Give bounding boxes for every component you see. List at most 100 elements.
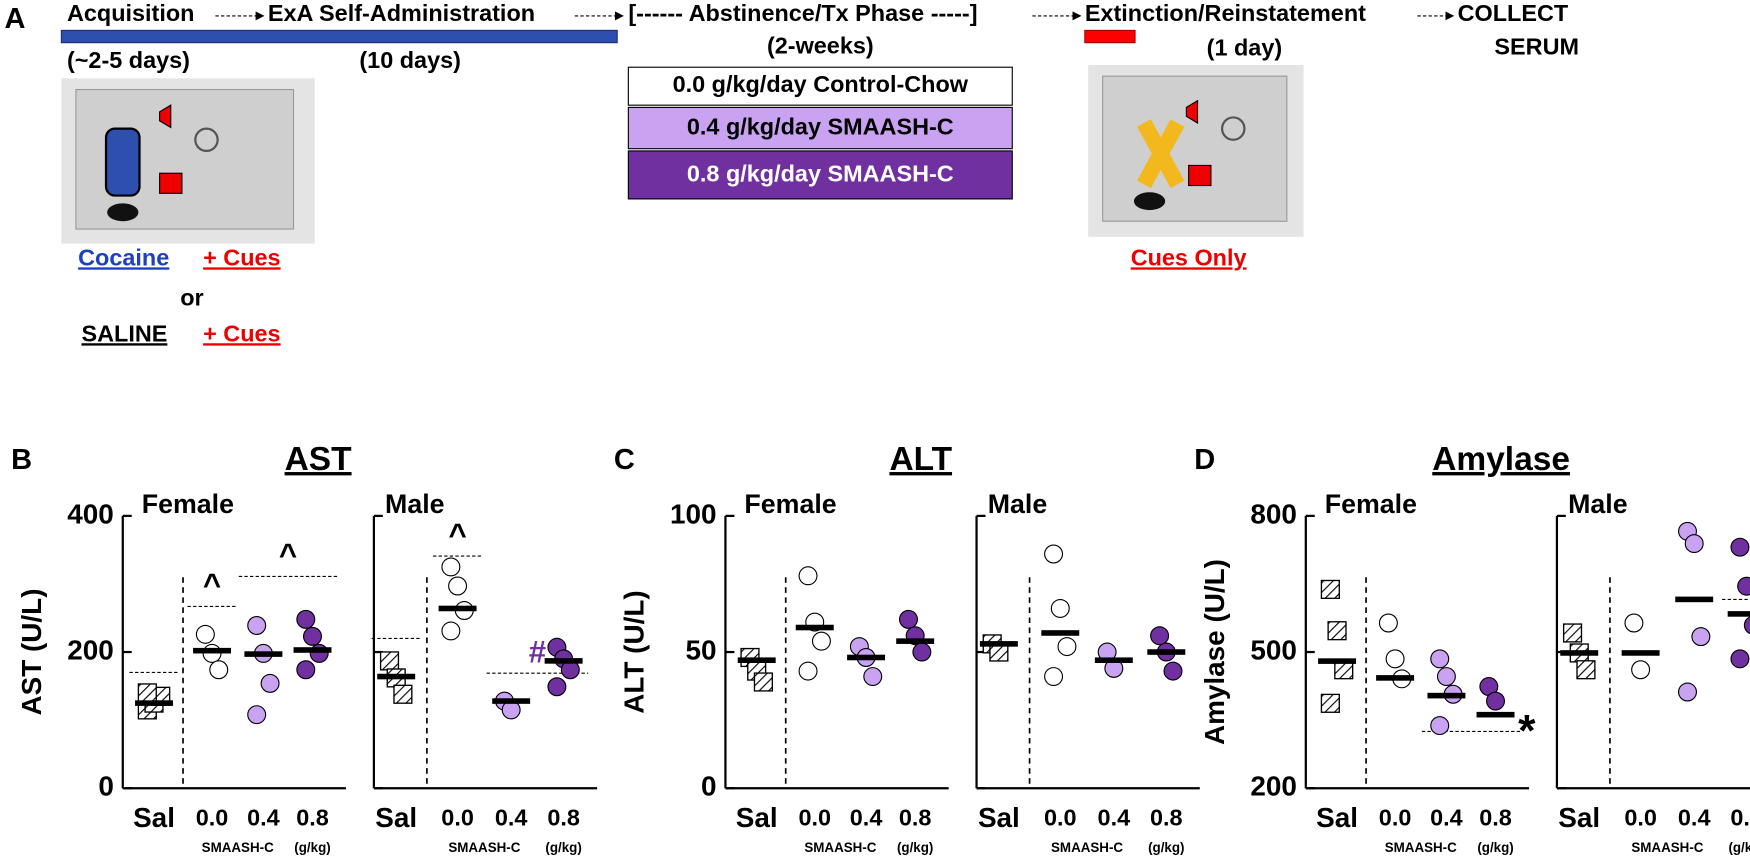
mean-bar [193, 647, 232, 654]
timeline-step: [------ Abstinence/Tx Phase -----] [628, 0, 977, 26]
x-tick-label: 0.8 [296, 805, 329, 831]
annotation: # [529, 634, 546, 669]
data-point [1562, 623, 1583, 643]
mean-bar [979, 641, 1018, 647]
diet-dose: 0.4 g/kg/day [687, 114, 821, 140]
x-tick-label: 0.8 [547, 805, 580, 831]
data-point [1163, 661, 1183, 681]
mean-bar [1727, 611, 1750, 617]
timeline-step: Acquisition [67, 0, 195, 26]
data-point [441, 557, 461, 577]
data-point [1743, 616, 1750, 635]
diet-name: SMAASH-C [828, 161, 954, 187]
y-axis-label: ALT (U/L) [619, 590, 650, 713]
data-point [448, 576, 468, 596]
diet-name: SMAASH-C [828, 114, 954, 140]
x-unit: (g/kg) [1477, 840, 1513, 855]
x-tick-label: 0.4 [850, 805, 883, 831]
mean-bar [135, 700, 173, 706]
data-point [1050, 598, 1070, 618]
data-point [898, 609, 918, 629]
data-point [260, 673, 280, 693]
x-tick-label: Sal [1316, 802, 1358, 833]
data-point [296, 660, 316, 680]
x-sublabel: SMAASH-C [1385, 840, 1457, 855]
data-point [1691, 627, 1711, 647]
diet-box [627, 150, 1013, 200]
group-name: Male [385, 489, 445, 519]
data-point [1378, 613, 1398, 633]
chart-title: Amylase [1432, 441, 1570, 478]
x-tick-label: 0.0 [1379, 805, 1412, 831]
chamber-illustration [61, 78, 315, 244]
data-point [441, 621, 461, 641]
x-tick-label: Sal [375, 802, 417, 833]
data-point [1320, 693, 1340, 713]
data-point [1678, 682, 1697, 702]
data-point [309, 643, 329, 663]
x-sublabel: SMAASH-C [1631, 840, 1703, 855]
y-tick-label: 50 [685, 634, 716, 665]
diet-box [627, 106, 1013, 150]
data-point [209, 660, 229, 680]
x-tick-label: 0.4 [1098, 805, 1131, 831]
y-tick-label: 0 [98, 771, 114, 802]
y-axis-label: AST (U/L) [16, 589, 47, 716]
data-point [303, 626, 322, 646]
x-tick-label: 0.4 [1430, 805, 1463, 831]
data-point [379, 651, 400, 671]
y-axis-label: Amylase (U/L) [1199, 559, 1230, 745]
diet-dose: 0.8 g/kg/day [687, 161, 821, 187]
diet-name: Control-Chow [813, 71, 969, 97]
diet-box [627, 66, 1013, 106]
data-point [195, 624, 215, 644]
data-point [798, 661, 818, 681]
mean-bar [795, 624, 834, 631]
data-point [1385, 649, 1405, 669]
timeline-step: Extinction/Reinstatement [1085, 0, 1366, 26]
chart-title: ALT [889, 441, 952, 478]
mean-bar [1560, 650, 1599, 656]
timeline-step: COLLECT [1458, 0, 1569, 26]
y-tick-label: 100 [670, 498, 717, 529]
x-sublabel: SMAASH-C [202, 840, 274, 855]
data-point [1327, 621, 1347, 641]
group-name: Female [142, 489, 234, 519]
mean-bar [438, 605, 477, 612]
x-tick-label: 0.0 [441, 805, 474, 831]
annotation: ^ [279, 538, 297, 573]
x-tick-label: Sal [736, 802, 778, 833]
phase-bar [1084, 29, 1136, 44]
data-point [1576, 660, 1596, 680]
x-unit: (g/kg) [545, 840, 581, 855]
group-name: Male [988, 489, 1048, 519]
y-tick-label: 500 [1250, 634, 1297, 665]
x-tick-label: Sal [133, 802, 175, 833]
x-tick-label: 0.0 [798, 805, 831, 831]
data-point [393, 684, 413, 704]
diet-label: 0.0 g/kg/day Control-Chow [673, 71, 969, 97]
y-tick-label: 200 [67, 634, 114, 665]
condition: + Cues [203, 244, 280, 270]
timeline-step: SERUM [1494, 33, 1579, 59]
panel-label: B [11, 444, 32, 476]
data-point [1044, 544, 1064, 564]
mean-bar [737, 657, 776, 663]
duration: (2-weeks) [767, 32, 874, 58]
data-point [1150, 626, 1170, 646]
duration: (1 day) [1207, 35, 1282, 61]
data-point [1436, 667, 1456, 687]
y-tick-label: 800 [1250, 498, 1297, 529]
x-tick-label: 0.4 [1678, 805, 1711, 831]
data-point [1737, 576, 1750, 596]
data-point [912, 642, 932, 662]
y-tick-label: 0 [701, 771, 717, 802]
mean-bar [293, 647, 332, 653]
condition: Cocaine [78, 244, 169, 270]
data-point [1057, 637, 1077, 657]
diet-label: 0.4 g/kg/day SMAASH-C [687, 114, 954, 140]
data-point [1730, 537, 1750, 557]
mean-bar [1675, 596, 1714, 603]
x-sublabel: SMAASH-C [804, 840, 876, 855]
